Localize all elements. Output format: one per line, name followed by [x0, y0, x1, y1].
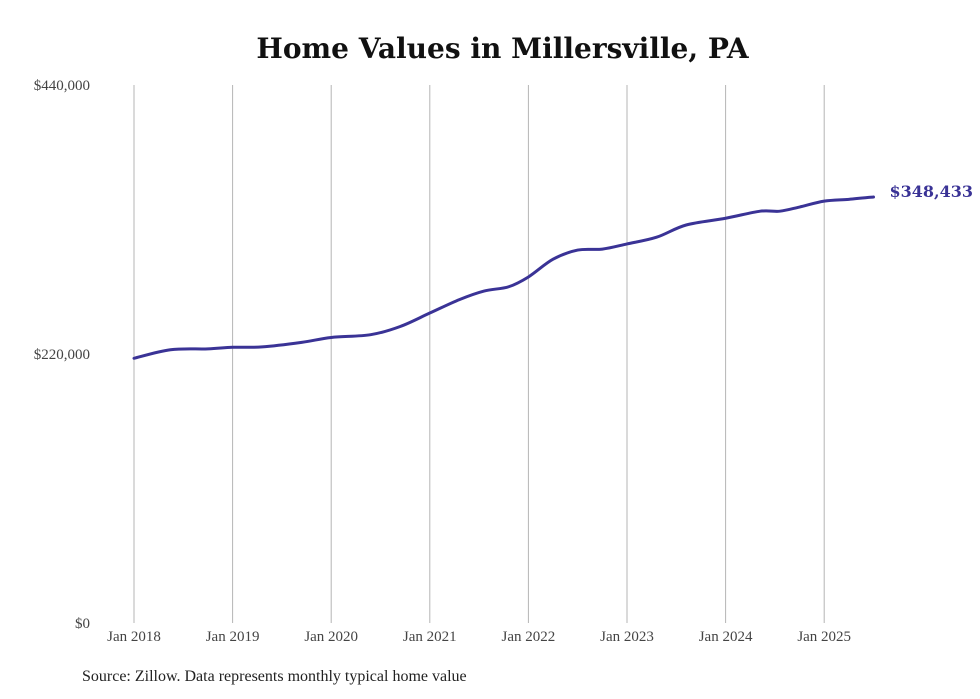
x-tick-label: Jan 2025: [797, 629, 851, 645]
end-value-label: $348,433: [890, 182, 974, 201]
y-tick-label: $440,000: [34, 78, 90, 94]
x-tick-label: Jan 2018: [107, 629, 161, 645]
y-tick-label: $0: [75, 616, 90, 632]
x-tick-label: Jan 2022: [502, 629, 556, 645]
y-tick-label: $220,000: [34, 347, 90, 363]
x-tick-label: Jan 2024: [699, 629, 753, 645]
x-tick-label: Jan 2021: [403, 629, 457, 645]
x-tick-label: Jan 2019: [206, 629, 260, 645]
source-note: Source: Zillow. Data represents monthly …: [82, 668, 467, 685]
x-tick-label: Jan 2020: [304, 629, 358, 645]
series-line: [132, 195, 875, 360]
x-tick-label: Jan 2023: [600, 629, 654, 645]
chart-title: Home Values in Millersville, PA: [256, 32, 749, 65]
